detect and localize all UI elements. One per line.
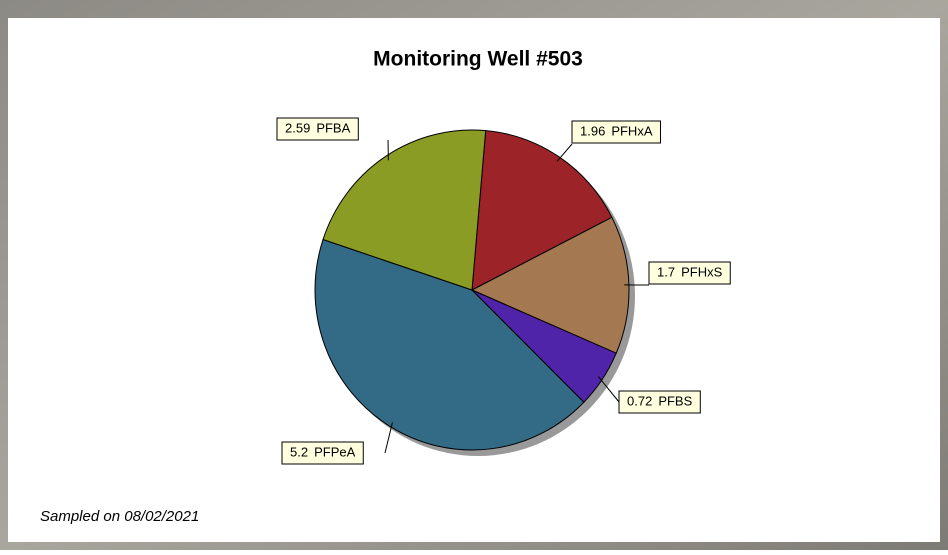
chart: Monitoring Well #503 Sampled on 08/02/20… (0, 0, 948, 550)
category-label: PFBS (658, 393, 692, 408)
value-label: 1.7 (657, 264, 675, 279)
data-label: 1.96 PFHxA (572, 121, 660, 143)
category-label: PFHxS (681, 264, 723, 279)
data-label: 2.59 PFBA (277, 118, 358, 140)
data-label: 1.7 PFHxS (649, 262, 730, 284)
chart-title: Monitoring Well #503 (373, 48, 583, 71)
value-label: 1.96 (580, 123, 605, 138)
data-label: 0.72 PFBS (619, 391, 700, 413)
value-label: 2.59 (285, 120, 310, 135)
value-label: 0.72 (627, 393, 652, 408)
category-label: PFPeA (314, 444, 356, 459)
footnote: Sampled on 08/02/2021 (40, 508, 199, 525)
value-label: 5.2 (290, 444, 308, 459)
data-label: 5.2 PFPeA (282, 442, 363, 464)
category-label: PFBA (316, 120, 350, 135)
category-label: PFHxA (611, 123, 653, 138)
